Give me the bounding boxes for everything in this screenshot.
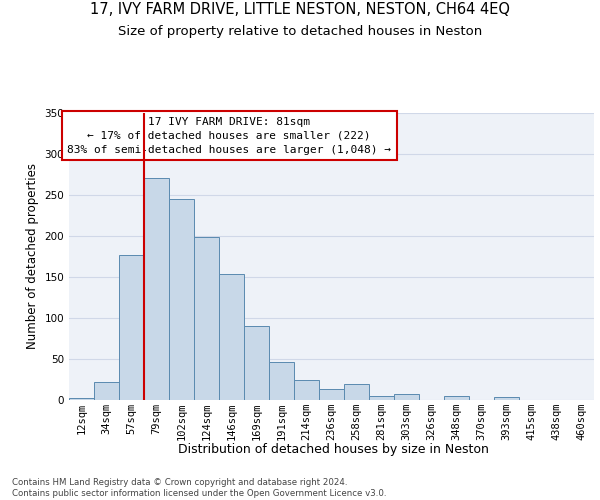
Bar: [294, 380, 319, 400]
Bar: [244, 326, 269, 400]
Bar: [169, 198, 194, 400]
Bar: [444, 396, 469, 400]
Text: 17, IVY FARM DRIVE, LITTLE NESTON, NESTON, CH64 4EQ: 17, IVY FARM DRIVE, LITTLE NESTON, NESTO…: [90, 2, 510, 18]
Bar: [194, 238, 219, 400]
Bar: [269, 362, 294, 400]
Bar: [344, 384, 369, 400]
Bar: [94, 382, 119, 400]
Y-axis label: Number of detached properties: Number of detached properties: [26, 163, 39, 350]
Bar: [369, 396, 394, 400]
Text: 17 IVY FARM DRIVE: 81sqm
← 17% of detached houses are smaller (222)
83% of semi-: 17 IVY FARM DRIVE: 81sqm ← 17% of detach…: [67, 117, 391, 155]
Bar: [494, 396, 519, 400]
Bar: [144, 178, 169, 400]
Bar: [219, 274, 244, 400]
Bar: [119, 256, 144, 400]
Bar: [69, 398, 94, 400]
Text: Distribution of detached houses by size in Neston: Distribution of detached houses by size …: [178, 442, 488, 456]
Text: Size of property relative to detached houses in Neston: Size of property relative to detached ho…: [118, 25, 482, 38]
Bar: [319, 390, 344, 400]
Bar: [394, 394, 419, 400]
Text: Contains HM Land Registry data © Crown copyright and database right 2024.
Contai: Contains HM Land Registry data © Crown c…: [12, 478, 386, 498]
